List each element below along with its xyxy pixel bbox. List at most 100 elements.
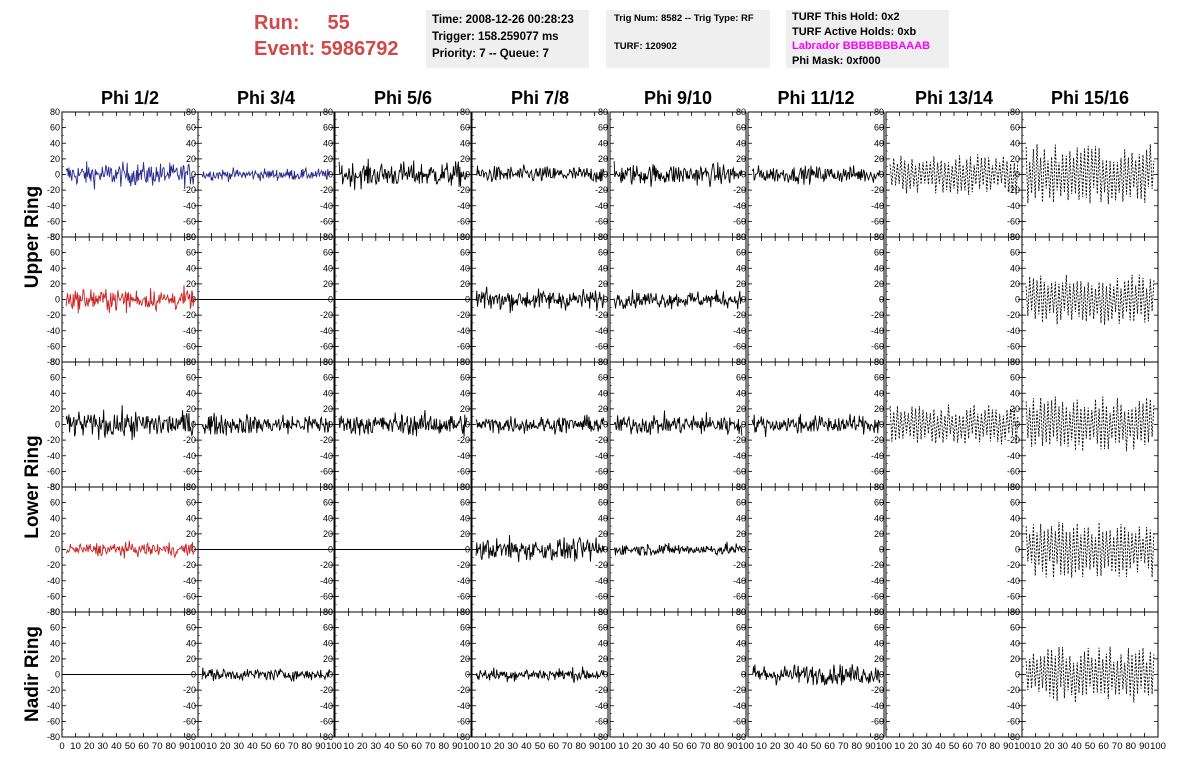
y-tick-label: -60: [320, 716, 333, 726]
y-tick-label: 60: [874, 623, 884, 633]
x-tick-label: 10: [480, 741, 491, 752]
x-tick-label: 70: [700, 741, 711, 752]
y-tick-label: 60: [1010, 123, 1020, 133]
y-tick-label: -80: [457, 732, 470, 742]
y-tick-label: 80: [186, 107, 196, 117]
y-tick-label: 80: [598, 607, 608, 617]
y-tick-label: 80: [50, 607, 60, 617]
event-value: 5986792: [320, 38, 399, 60]
y-tick-label: 60: [460, 248, 470, 258]
y-tick-label: 0: [328, 670, 333, 680]
y-tick-label: 0: [879, 670, 884, 680]
y-tick-label: 60: [736, 498, 746, 508]
y-tick-label: 0: [1015, 295, 1020, 305]
y-tick-label: 20: [186, 404, 196, 414]
y-tick-label: -40: [733, 576, 746, 586]
y-tick-label: 60: [1010, 248, 1020, 258]
y-tick-label: 0: [879, 295, 884, 305]
x-tick-label: 70: [152, 741, 163, 752]
y-tick-label: 40: [460, 263, 470, 273]
y-tick-label: -40: [320, 701, 333, 711]
x-tick-label: 20: [84, 741, 95, 752]
y-tick-label: -60: [595, 591, 608, 601]
y-tick-label: 20: [874, 654, 884, 664]
y-tick-label: 20: [50, 279, 60, 289]
panel-frame: [334, 611, 472, 738]
y-tick-label: 20: [50, 654, 60, 664]
waveform-trace: [338, 409, 468, 437]
panel-frame: [885, 111, 1023, 238]
y-tick-label: 80: [598, 482, 608, 492]
x-tick-label: 40: [111, 741, 122, 752]
panel-frame: [885, 486, 1023, 613]
y-tick-label: 20: [460, 654, 470, 664]
y-tick-label: -20: [320, 685, 333, 695]
y-tick-label: 40: [50, 638, 60, 648]
column-header: Phi 7/8: [511, 88, 569, 108]
y-tick-label: -40: [595, 576, 608, 586]
y-tick-label: -20: [871, 310, 884, 320]
y-tick-label: 20: [736, 654, 746, 664]
y-tick-label: 60: [460, 123, 470, 133]
y-tick-label: 60: [50, 498, 60, 508]
waveform-trace: [613, 541, 743, 556]
panel-frame: [1021, 361, 1159, 488]
y-tick-label: 40: [323, 638, 333, 648]
y-tick-label: 80: [736, 107, 746, 117]
y-tick-label: 40: [736, 513, 746, 523]
y-tick-label: -40: [733, 201, 746, 211]
y-tick-label: 60: [50, 373, 60, 383]
y-tick-label: -80: [320, 732, 333, 742]
waveform-trace: [475, 286, 605, 314]
y-tick-label: 80: [874, 607, 884, 617]
y-tick-label: -60: [733, 716, 746, 726]
trigger-info-box: Trig Num: 8582 -- Trig Type: RF TURF: 12…: [606, 10, 770, 68]
y-tick-label: 0: [55, 170, 60, 180]
y-tick-label: 60: [874, 498, 884, 508]
x-tick-label: 90: [179, 741, 190, 752]
y-tick-label: 20: [323, 654, 333, 664]
y-tick-label: -60: [457, 341, 470, 351]
y-tick-label: -20: [320, 185, 333, 195]
x-tick-label: 90: [727, 741, 738, 752]
y-tick-label: 60: [50, 248, 60, 258]
y-tick-label: 80: [598, 107, 608, 117]
x-tick-label: 60: [824, 741, 835, 752]
x-tick-label: 10: [894, 741, 905, 752]
y-tick-label: 20: [598, 654, 608, 664]
x-tick-label: 20: [632, 741, 643, 752]
y-tick-label: 40: [598, 513, 608, 523]
y-tick-label: 40: [50, 513, 60, 523]
y-tick-label: -20: [183, 185, 196, 195]
y-tick-label: 80: [736, 482, 746, 492]
y-tick-label: 20: [1010, 404, 1020, 414]
panel-frame: [1021, 111, 1159, 238]
x-tick-label: 60: [138, 741, 149, 752]
y-tick-label: -60: [595, 716, 608, 726]
y-tick-label: 20: [186, 654, 196, 664]
y-tick-label: 80: [874, 357, 884, 367]
x-tick-label: 100: [1014, 741, 1030, 752]
waveform-trace: [613, 161, 743, 187]
y-tick-label: 60: [323, 498, 333, 508]
y-tick-label: 40: [1010, 638, 1020, 648]
x-tick-label: 70: [425, 741, 436, 752]
y-tick-label: -40: [871, 701, 884, 711]
y-tick-label: 80: [736, 607, 746, 617]
x-tick-label: 80: [990, 741, 1001, 752]
y-tick-label: 60: [598, 498, 608, 508]
y-tick-label: 40: [1010, 513, 1020, 523]
x-tick-label: 50: [949, 741, 960, 752]
waveform-trace: [1025, 274, 1155, 325]
y-tick-label: 60: [186, 623, 196, 633]
y-tick-label: -20: [733, 310, 746, 320]
y-tick-label: 60: [736, 123, 746, 133]
x-tick-label: 70: [1112, 741, 1123, 752]
y-tick-label: -60: [47, 341, 60, 351]
y-tick-label: 80: [323, 357, 333, 367]
x-tick-label: 70: [288, 741, 299, 752]
y-tick-label: 80: [323, 482, 333, 492]
y-tick-label: -60: [595, 466, 608, 476]
y-tick-label: 20: [1010, 654, 1020, 664]
waveform-trace: [751, 165, 881, 185]
